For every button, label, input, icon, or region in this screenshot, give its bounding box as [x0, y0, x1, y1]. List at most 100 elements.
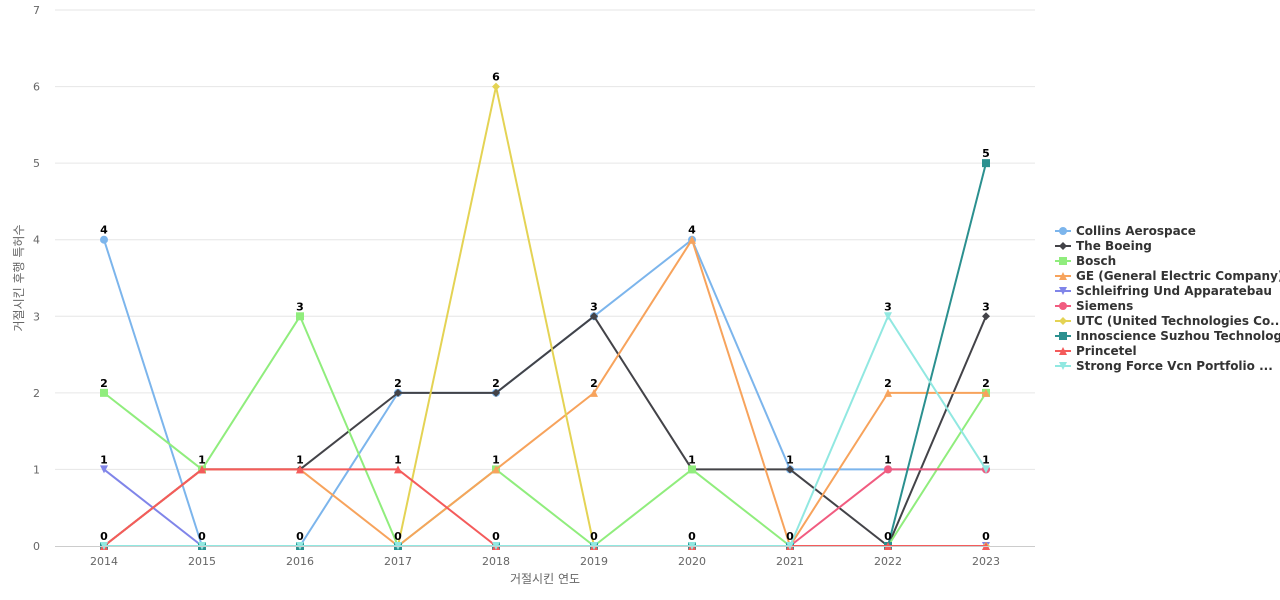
legend-item-schleifring-und-apparatebau[interactable]: Schleifring Und Apparatebau: [1055, 284, 1272, 298]
data-label: 2: [982, 377, 990, 390]
legend-marker: [1059, 302, 1067, 310]
data-point: [492, 82, 500, 91]
data-label: 0: [590, 530, 598, 543]
data-point: [296, 312, 304, 321]
grid: [55, 9, 1035, 470]
data-point: [688, 465, 696, 474]
data-label: 6: [492, 71, 500, 84]
data-label: 1: [100, 453, 108, 466]
x-tick-label: 2018: [482, 555, 510, 568]
x-tick-label: 2016: [286, 555, 314, 568]
data-point: [100, 235, 108, 244]
legend-item-siemens[interactable]: Siemens: [1055, 299, 1133, 313]
x-tick-label: 2022: [874, 555, 902, 568]
legend-item-strong-force-vcn-portfolio[interactable]: Strong Force Vcn Portfolio ...: [1055, 359, 1273, 373]
data-label: 1: [688, 453, 696, 466]
x-tick-label: 2015: [188, 555, 216, 568]
x-tick-label: 2017: [384, 555, 412, 568]
data-label: 0: [394, 530, 402, 543]
legend-marker: [1059, 362, 1067, 370]
data-label: 1: [198, 453, 206, 466]
legend-marker: [1059, 317, 1067, 325]
data-label: 0: [198, 530, 206, 543]
data-point: [394, 465, 402, 474]
data-point: [786, 465, 794, 474]
data-point: [590, 312, 598, 321]
data-point: [982, 388, 990, 397]
data-label: 1: [982, 453, 990, 466]
legend-item-utc-united-technologies-co[interactable]: UTC (United Technologies Co...: [1055, 314, 1280, 328]
y-axis-title: 거절시킨 후행 특허수: [11, 225, 26, 332]
y-tick-label: 4: [33, 234, 40, 247]
legend-item-the-boeing[interactable]: The Boeing: [1055, 239, 1152, 253]
x-tick-label: 2023: [972, 555, 1000, 568]
legend-marker: [1059, 257, 1067, 265]
data-label: 2: [492, 377, 500, 390]
legend-label: The Boeing: [1076, 239, 1152, 253]
data-label: 0: [884, 530, 892, 543]
legend-label: Bosch: [1076, 254, 1116, 268]
data-point: [884, 312, 892, 321]
x-tick-label: 2021: [776, 555, 804, 568]
legend-item-innoscience-suzhou-technology[interactable]: Innoscience Suzhou Technology: [1055, 329, 1280, 343]
legend-item-ge-general-electric-company[interactable]: GE (General Electric Company): [1055, 269, 1280, 283]
x-tick-label: 2014: [90, 555, 118, 568]
data-label: 0: [786, 530, 794, 543]
legend-item-collins-aerospace[interactable]: Collins Aerospace: [1055, 224, 1196, 238]
data-label: 0: [492, 530, 500, 543]
data-label: 2: [884, 377, 892, 390]
x-tick-label: 2019: [580, 555, 608, 568]
data-label: 0: [100, 530, 108, 543]
data-point: [100, 388, 108, 397]
data-point: [982, 465, 990, 474]
legend-item-princetel[interactable]: Princetel: [1055, 344, 1137, 358]
data-point: [198, 465, 206, 474]
y-tick-label: 1: [33, 463, 40, 476]
legend-label: Innoscience Suzhou Technology: [1076, 329, 1280, 343]
data-label: 2: [394, 377, 402, 390]
legend-marker: [1059, 272, 1067, 280]
data-point: [296, 465, 304, 474]
data-point: [982, 159, 990, 168]
data-label: 1: [786, 453, 794, 466]
data-point: [884, 388, 892, 397]
data-label: 1: [884, 453, 892, 466]
y-tick-label: 0: [33, 540, 40, 553]
legend-label: Collins Aerospace: [1076, 224, 1196, 238]
data-point: [492, 388, 500, 397]
legend-marker: [1059, 332, 1067, 340]
y-tick-label: 2: [33, 387, 40, 400]
legend-label: Strong Force Vcn Portfolio ...: [1076, 359, 1273, 373]
data-point: [394, 388, 402, 397]
data-label: 0: [982, 530, 990, 543]
x-axis-title: 거절시킨 연도: [510, 572, 580, 586]
data-label: 1: [296, 453, 304, 466]
y-tick-label: 6: [33, 81, 40, 94]
data-label: 4: [688, 224, 696, 237]
data-label: 0: [688, 530, 696, 543]
legend-label: GE (General Electric Company): [1076, 269, 1280, 283]
legend-label: Schleifring Und Apparatebau: [1076, 284, 1272, 298]
legend-item-bosch[interactable]: Bosch: [1055, 254, 1116, 268]
y-tick-label: 5: [33, 157, 40, 170]
data-label: 2: [100, 377, 108, 390]
data-label: 4: [100, 224, 108, 237]
x-tick-label: 2020: [678, 555, 706, 568]
data-label: 2: [590, 377, 598, 390]
data-label: 1: [394, 453, 402, 466]
data-label: 3: [296, 300, 304, 313]
y-tick-label: 7: [33, 4, 40, 17]
data-label: 1: [492, 453, 500, 466]
legend-marker: [1059, 347, 1067, 355]
data-label: 0: [296, 530, 304, 543]
data-label: 3: [884, 300, 892, 313]
data-point: [884, 465, 892, 474]
data-point: [100, 465, 108, 474]
legend-label: Princetel: [1076, 344, 1137, 358]
legend-marker: [1059, 287, 1067, 295]
data-point: [590, 388, 598, 397]
data-label: 3: [982, 300, 990, 313]
